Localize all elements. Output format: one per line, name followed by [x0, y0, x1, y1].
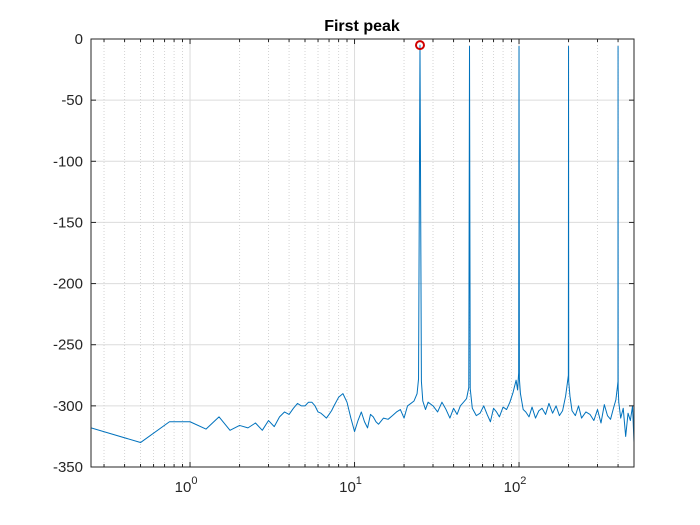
- axes-box: [90, 38, 635, 468]
- y-tick-label: -300: [53, 398, 83, 415]
- x-tick-label: 100: [175, 475, 198, 496]
- series-line-1: [91, 44, 634, 444]
- y-tick-label: -50: [61, 92, 83, 109]
- plot-area: [91, 39, 634, 467]
- y-tick-label: -350: [53, 459, 83, 476]
- data-layer: [91, 40, 634, 444]
- x-tick-label: 102: [504, 475, 527, 496]
- tick-labels: 0 -50 -100 -150 -200 -250 -300 -350 100 101 102: [53, 31, 634, 496]
- y-tick-label: 0: [75, 31, 83, 48]
- y-tick-label: -200: [53, 276, 83, 293]
- y-tick-label: -100: [53, 153, 83, 170]
- y-tick-label: -150: [53, 214, 83, 231]
- x-tick-label: 101: [339, 475, 362, 496]
- chart-title: First peak: [324, 18, 400, 35]
- y-tick-label: -250: [53, 337, 83, 354]
- peak-marker: [414, 40, 425, 51]
